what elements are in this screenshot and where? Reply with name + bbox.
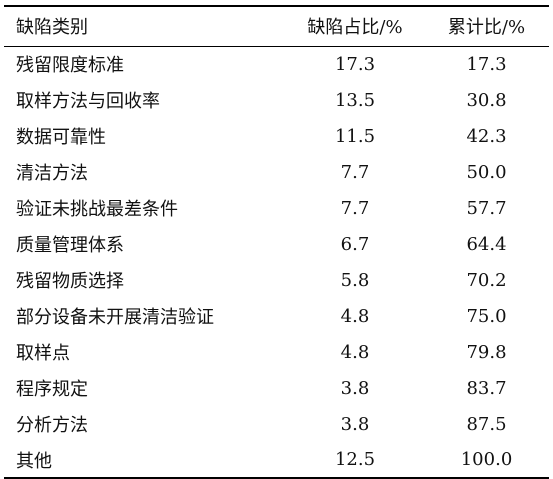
header-row: 缺陷类别 缺陷占比/% 累计比/% — [4, 5, 549, 47]
table-row: 取样方法与回收率 13.5 30.8 — [4, 82, 549, 118]
row-cumulative: 75.0 — [466, 305, 507, 327]
row-category: 部分设备未开展清洁验证 — [16, 307, 214, 328]
table-row: 取样点 4.8 79.8 — [4, 334, 549, 370]
row-cumulative: 50.0 — [466, 161, 507, 183]
row-category: 分析方法 — [16, 415, 88, 436]
row-category: 残留限度标准 — [16, 55, 124, 77]
row-cumulative: 70.2 — [466, 269, 507, 291]
table-row: 残留物质选择 5.8 70.2 — [4, 262, 549, 298]
defect-table: 缺陷类别 缺陷占比/% 累计比/% 残留限度标准 17.3 17.3 取样方法与… — [4, 5, 549, 479]
table-row: 部分设备未开展清洁验证 4.8 75.0 — [4, 298, 549, 334]
row-cumulative: 87.5 — [466, 413, 507, 435]
row-category: 残留物质选择 — [16, 271, 124, 292]
table-row: 验证未挑战最差条件 7.7 57.7 — [4, 190, 549, 226]
row-category: 清洁方法 — [16, 163, 88, 184]
table-row: 程序规定 3.8 83.7 — [4, 370, 549, 406]
row-category: 取样点 — [16, 343, 70, 364]
row-share: 12.5 — [286, 442, 424, 479]
row-share: 6.7 — [340, 233, 370, 255]
row-share: 3.8 — [340, 377, 370, 399]
row-cumulative: 64.4 — [466, 233, 507, 255]
row-share: 7.7 — [340, 197, 370, 219]
row-share: 4.8 — [340, 305, 370, 327]
header-cumulative: 累计比/% — [424, 5, 549, 47]
row-category: 质量管理体系 — [16, 235, 124, 256]
row-share: 7.7 — [340, 161, 370, 183]
table-row: 数据可靠性 11.5 42.3 — [4, 118, 549, 154]
row-share: 11.5 — [334, 125, 376, 147]
table-row: 清洁方法 7.7 50.0 — [4, 154, 549, 190]
table-row: 分析方法 3.8 87.5 — [4, 406, 549, 442]
row-cumulative: 83.7 — [466, 377, 507, 399]
row-cumulative: 57.7 — [466, 197, 507, 219]
row-share: 13.5 — [334, 89, 376, 111]
row-share: 3.8 — [340, 413, 370, 435]
row-cumulative: 79.8 — [466, 341, 507, 363]
row-cumulative: 42.3 — [466, 125, 507, 147]
table-row: 残留限度标准 17.3 17.3 — [4, 46, 549, 82]
row-cumulative: 100.0 — [424, 442, 549, 479]
row-category: 程序规定 — [16, 379, 88, 400]
row-share: 5.8 — [340, 269, 370, 291]
row-cumulative: 17.3 — [466, 53, 507, 75]
row-category: 其他 — [4, 442, 286, 479]
table-row: 其他 12.5 100.0 — [4, 442, 549, 479]
row-category: 取样方法与回收率 — [16, 91, 160, 112]
row-category: 数据可靠性 — [16, 127, 106, 148]
row-share: 17.3 — [334, 53, 376, 75]
header-category: 缺陷类别 — [4, 5, 286, 47]
table-header: 缺陷类别 缺陷占比/% 累计比/% — [4, 5, 549, 47]
row-category: 验证未挑战最差条件 — [16, 199, 178, 220]
table-body: 残留限度标准 17.3 17.3 取样方法与回收率 13.5 30.8 数据可靠… — [4, 46, 549, 479]
row-share: 4.8 — [340, 341, 370, 363]
row-cumulative: 30.8 — [466, 89, 507, 111]
table-row: 质量管理体系 6.7 64.4 — [4, 226, 549, 262]
header-share: 缺陷占比/% — [286, 5, 424, 47]
